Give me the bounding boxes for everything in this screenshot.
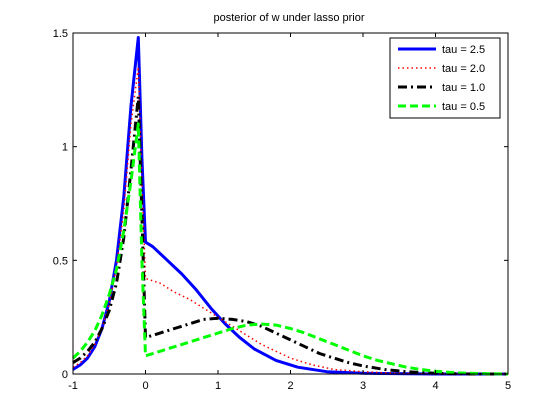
legend-label-0: tau = 2.5 [442,44,485,56]
y-tick-label: 0 [62,369,68,381]
x-tick-label: 3 [360,380,366,392]
x-tick-label: 2 [287,380,293,392]
legend-box [389,37,501,119]
series-line-2 [72,95,508,376]
series-line-1 [72,66,508,375]
series-layer [71,36,509,376]
chart-title: posterior of w under lasso prior [213,12,364,24]
series-line-3 [71,122,509,376]
legend-label-3: tau = 0.5 [442,101,485,113]
x-tick-label: 5 [505,380,511,392]
x-tick-label: 4 [432,380,438,392]
legend: tau = 2.5 tau = 2.0 tau = 1.0 tau = 0.5 [389,37,501,119]
y-tick-label: 1.5 [53,28,68,40]
x-tick-label: 0 [142,380,148,392]
y-tick-label: 0.5 [53,255,68,267]
axes-layer: -1 0 1 2 3 4 500.511.5 [53,28,511,392]
y-tick-label: 1 [62,142,68,154]
legend-label-1: tau = 2.0 [442,63,485,75]
x-tick-label: 1 [215,380,221,392]
legend-label-2: tau = 1.0 [442,82,485,94]
x-tick-label: -1 [68,380,78,392]
